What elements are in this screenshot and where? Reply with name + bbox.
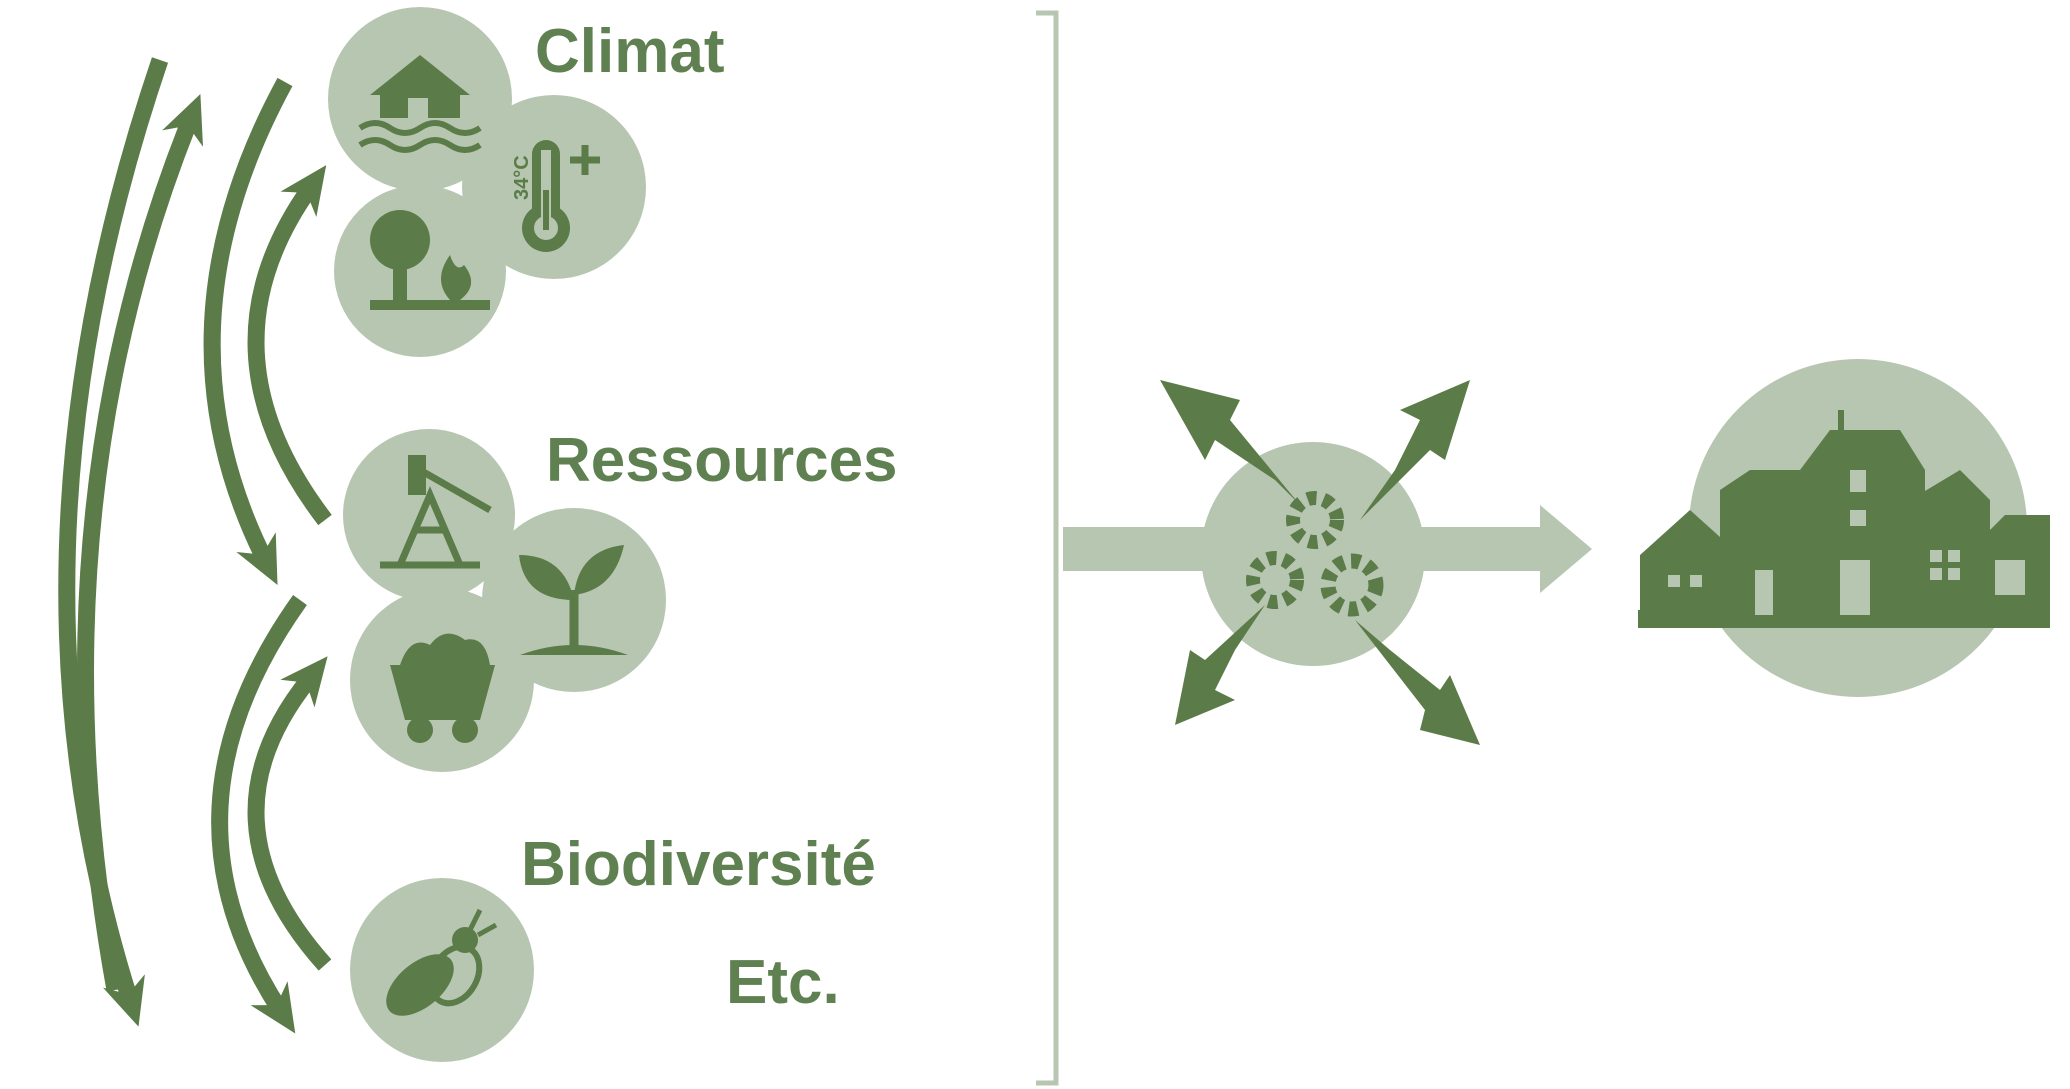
feedback-arrows-part xyxy=(211,595,307,1034)
system-shocks-part-part xyxy=(1320,553,1384,617)
climate-cluster-part xyxy=(370,210,430,270)
resources-cluster-part xyxy=(380,466,492,569)
climate-cluster: 34°C xyxy=(328,7,646,357)
resources-cluster-part xyxy=(520,645,628,655)
climate-cluster-part xyxy=(570,145,600,175)
system-shocks-part xyxy=(1267,572,1283,588)
bracket xyxy=(1036,10,1059,1086)
climate-cluster-part xyxy=(393,255,407,305)
system-shocks-part xyxy=(1175,605,1265,725)
system-shocks-part-part xyxy=(1246,551,1304,609)
town-part-part xyxy=(1948,568,1960,580)
resources-cluster-part xyxy=(343,429,515,601)
feedback-arrows-part xyxy=(77,93,204,992)
town-part-part xyxy=(1948,550,1960,562)
feedback-arrows-part xyxy=(58,57,169,1027)
biodiversity-label: Biodiversité xyxy=(521,830,876,899)
resources-cluster-part xyxy=(407,717,433,743)
system-shocks-part xyxy=(1160,380,1300,505)
biodiversity-cluster xyxy=(350,878,534,1062)
town-part xyxy=(1668,470,2025,615)
town-part-part xyxy=(1755,570,1773,615)
biodiversity-cluster-part xyxy=(467,908,498,938)
town-part-part xyxy=(1930,568,1942,580)
town-part-part xyxy=(1995,560,2025,595)
town-part-part xyxy=(1690,575,1702,587)
resources-cluster-part xyxy=(519,545,624,600)
town xyxy=(1638,359,2050,697)
town-part xyxy=(1640,510,1740,615)
feedback-arrows-part xyxy=(203,77,293,586)
resources-label: Ressources xyxy=(546,426,898,495)
system-shocks-part xyxy=(1343,576,1361,594)
climate-cluster-part xyxy=(543,190,549,230)
system-shocks-part xyxy=(1360,380,1470,520)
biodiversity-cluster-part xyxy=(452,927,478,953)
climate-cluster-part xyxy=(408,98,428,118)
system-shocks xyxy=(1160,380,1480,745)
climate-cluster-part xyxy=(541,150,551,220)
biodiversity-cluster-part xyxy=(386,954,454,1016)
flow-arrow-part xyxy=(1540,505,1592,593)
town-part-part xyxy=(1850,510,1866,526)
labels: Climat Ressources Biodiversité Etc. xyxy=(521,17,898,1017)
system-shocks-part-part xyxy=(1286,491,1344,549)
climate-cluster-part xyxy=(370,300,490,310)
feedback-arrows-part xyxy=(247,165,332,526)
feedback-arrows xyxy=(58,57,332,1034)
resources-cluster-part xyxy=(400,633,490,665)
town-part-part xyxy=(1668,575,1680,587)
resources-cluster xyxy=(343,429,666,772)
resources-cluster-part xyxy=(452,717,478,743)
town-part xyxy=(1720,470,1810,615)
feedback-arrows-part xyxy=(247,656,332,971)
town-part-part xyxy=(1850,470,1866,492)
climate-cluster-part xyxy=(370,55,470,118)
climate-cluster-part xyxy=(358,120,482,153)
thermometer-label: 34°C xyxy=(511,155,533,200)
resources-cluster-part xyxy=(390,665,495,720)
system-shocks-part xyxy=(1307,512,1323,528)
resources-cluster-part xyxy=(408,455,426,495)
town-part-part xyxy=(1840,560,1870,615)
system-shocks-part xyxy=(1246,491,1384,617)
system-shocks-part xyxy=(1355,620,1480,745)
etc-label: Etc. xyxy=(726,948,840,1017)
climate-label: Climat xyxy=(535,17,724,86)
climate-cluster-part xyxy=(334,185,506,357)
town-part-part xyxy=(1930,550,1942,562)
town-part xyxy=(1838,410,1844,435)
climate-cluster-part xyxy=(441,255,472,300)
